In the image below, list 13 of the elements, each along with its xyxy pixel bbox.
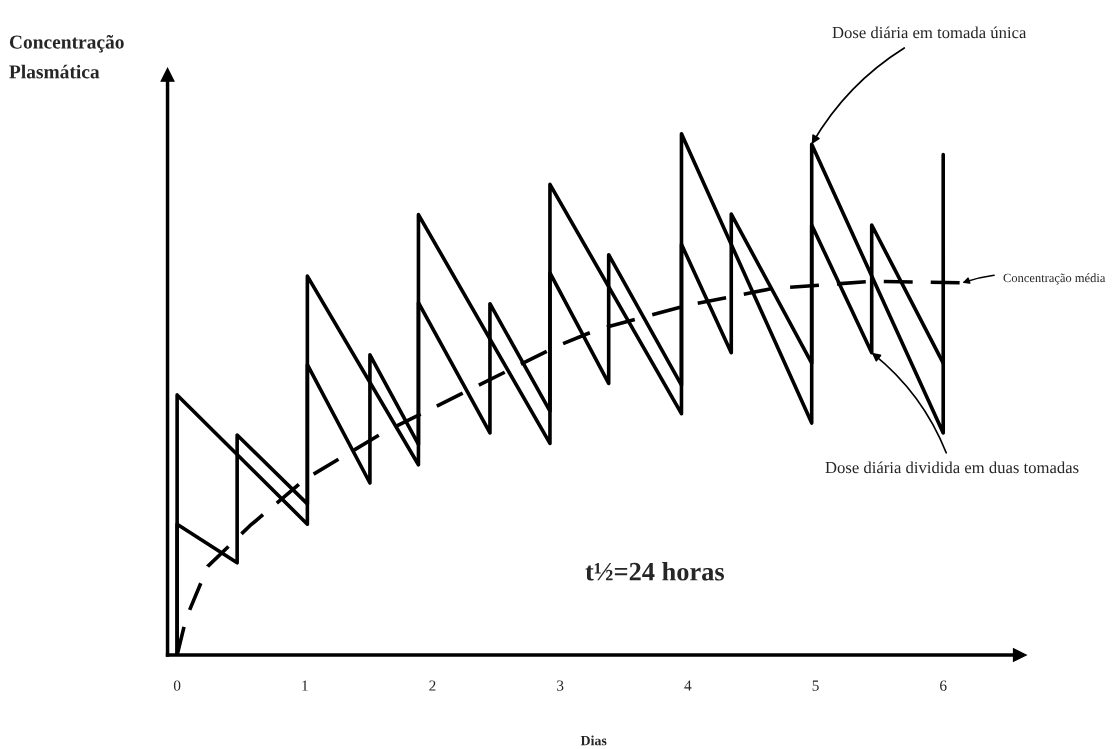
- annotation: Concentração média: [1003, 273, 1106, 285]
- x-tick-label: 5: [812, 680, 819, 691]
- annotation: Dose diária em tomada única: [832, 26, 1027, 39]
- x-tick-label: 6: [940, 680, 947, 691]
- x-tick-label: 0: [173, 680, 181, 691]
- annotation: t½=24 horas: [585, 562, 724, 581]
- x-tick-label: 2: [429, 680, 436, 691]
- x-tick-label: 4: [684, 680, 692, 691]
- x-tick-label: 3: [557, 680, 564, 691]
- x-tick-label: 1: [302, 680, 308, 691]
- y-axis-title: Concentração Plasmática: [9, 34, 124, 79]
- x-axis-title: Dias: [580, 735, 607, 746]
- annotation: Dose diária dividida em duas tomadas: [825, 461, 1079, 474]
